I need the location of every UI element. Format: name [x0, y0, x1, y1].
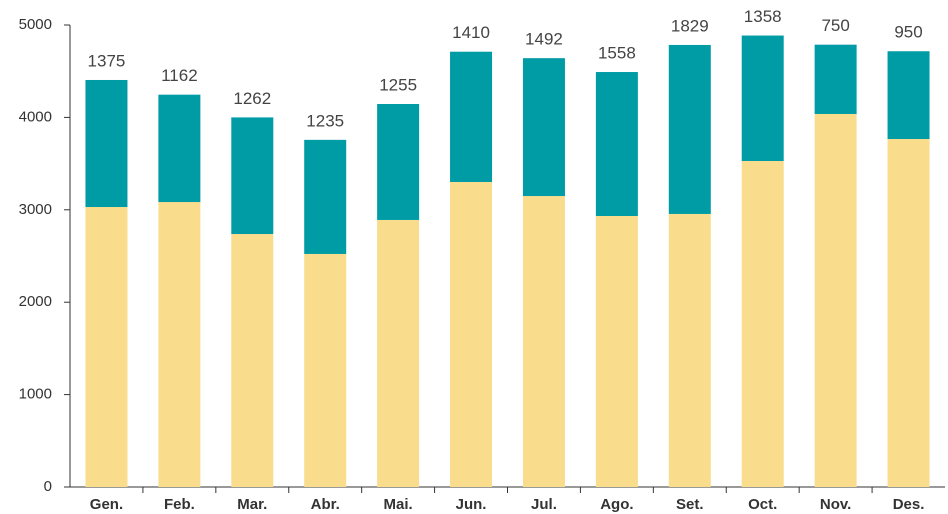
x-tick-label: Jul. — [531, 496, 557, 513]
data-label: 1255 — [379, 75, 417, 94]
bar-segment — [85, 79, 128, 208]
data-label: 1262 — [233, 89, 271, 108]
bar-segment — [158, 202, 201, 488]
bar-segment — [741, 35, 784, 162]
data-label: 1375 — [88, 51, 126, 70]
x-tick-label: Oct. — [748, 496, 777, 513]
x-tick-label: Set. — [676, 496, 704, 513]
bar-segment — [595, 215, 638, 488]
bar-segment — [668, 213, 711, 487]
bar-segment — [231, 117, 274, 235]
bar-segment — [814, 113, 857, 487]
y-tick-label: 0 — [44, 478, 52, 495]
y-tick-label: 5000 — [19, 16, 52, 33]
data-label: 1558 — [598, 44, 636, 63]
x-tick-label: Ago. — [600, 496, 633, 513]
x-tick-label: Jun. — [456, 496, 487, 513]
bar-segment — [377, 219, 420, 488]
x-tick-label: Gen. — [90, 496, 123, 513]
data-label: 750 — [821, 16, 849, 35]
bar-segment — [450, 51, 493, 182]
bar-segment — [595, 72, 638, 216]
bar-segment — [522, 58, 565, 197]
x-tick-label: Mai. — [384, 496, 413, 513]
data-label: 1162 — [161, 66, 198, 85]
bar-segment — [304, 253, 347, 487]
data-label: 1829 — [671, 16, 709, 35]
bar-segment — [231, 234, 274, 487]
data-label: 950 — [894, 23, 922, 42]
bar-segment — [668, 44, 711, 214]
data-label: 1235 — [306, 111, 344, 130]
bar-segment — [304, 139, 347, 254]
y-tick-label: 3000 — [19, 201, 52, 218]
x-tick-label: Feb. — [164, 496, 195, 513]
bar-segment — [741, 161, 784, 487]
x-tick-label: Abr. — [311, 496, 340, 513]
bar-segment — [377, 104, 420, 220]
bar-segment — [450, 181, 493, 487]
bar-segment — [158, 94, 201, 203]
bar-segment — [85, 207, 128, 487]
x-tick-label: Mar. — [237, 496, 267, 513]
x-tick-label: Des. — [893, 496, 925, 513]
bar-segment — [887, 51, 930, 140]
x-tick-label: Nov. — [820, 496, 851, 513]
data-label: 1410 — [452, 23, 490, 42]
bar-segment — [814, 44, 857, 114]
data-label: 1492 — [525, 30, 563, 49]
y-tick-label: 4000 — [19, 108, 52, 125]
data-label: 1358 — [744, 7, 782, 26]
bar-segment — [522, 196, 565, 487]
y-tick-label: 1000 — [19, 386, 52, 403]
y-tick-label: 2000 — [19, 293, 52, 310]
bar-segment — [887, 139, 930, 487]
